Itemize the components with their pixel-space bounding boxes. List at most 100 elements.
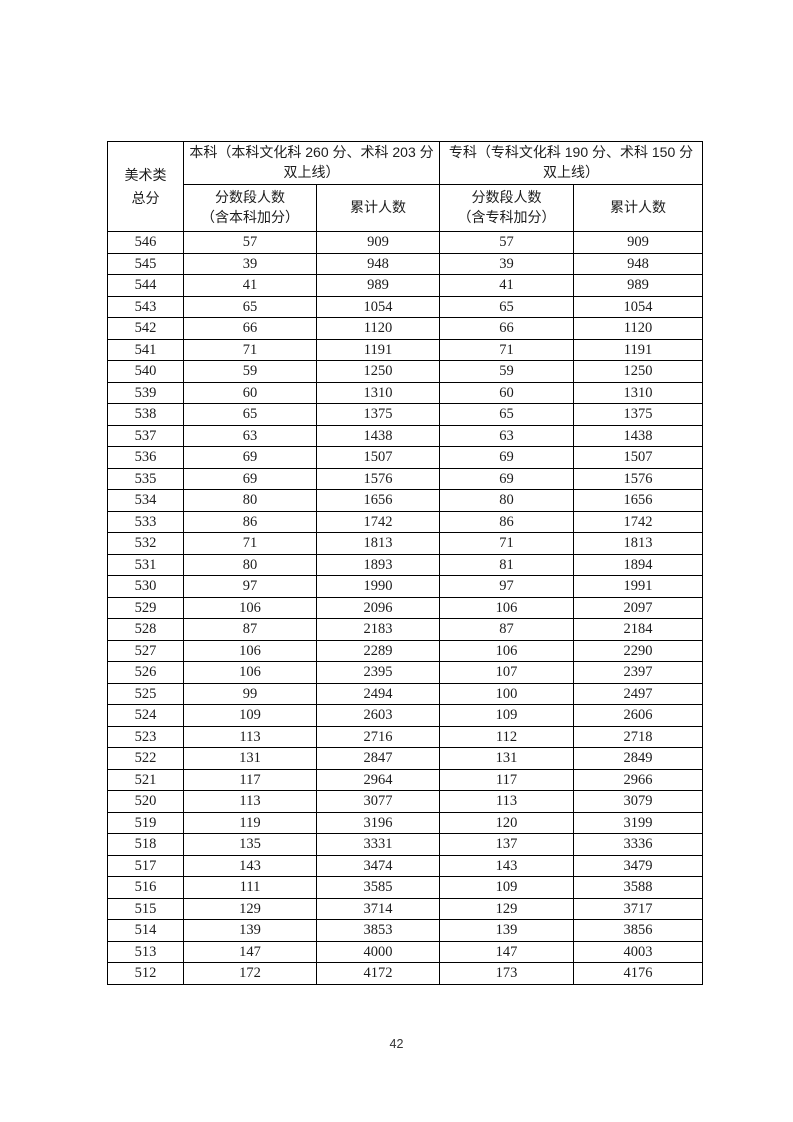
benke-cumulative-cell: 3196 <box>316 811 440 834</box>
benke-cumulative-cell: 2289 <box>316 639 440 662</box>
benke-cumulative-cell: 1813 <box>316 532 440 555</box>
benke-count-cell: 57 <box>183 231 317 254</box>
benke-count-cell: 106 <box>183 661 317 684</box>
benke-cumulative-cell: 4172 <box>316 962 440 985</box>
score-cell: 513 <box>107 940 184 963</box>
table-row: 522 131 2847 131 2849 <box>107 747 703 770</box>
benke-cumulative-cell: 1375 <box>316 403 440 426</box>
benke-count-cell: 119 <box>183 811 317 834</box>
table-row: 523 113 2716 112 2718 <box>107 725 703 748</box>
table-row: 531 80 1893 81 1894 <box>107 553 703 576</box>
score-cell: 533 <box>107 510 184 533</box>
benke-count-cell: 59 <box>183 360 317 383</box>
zhuanke-cumulative-cell: 3856 <box>573 919 703 942</box>
table-row: 524 109 2603 109 2606 <box>107 704 703 727</box>
score-cell: 544 <box>107 274 184 297</box>
zhuanke-cumulative-cell: 2184 <box>573 618 703 641</box>
benke-count-cell: 80 <box>183 489 317 512</box>
benke-cumulative-cell: 3585 <box>316 876 440 899</box>
table-row: 529 106 2096 106 2097 <box>107 596 703 619</box>
zhuanke-count-cell: 139 <box>439 919 574 942</box>
benke-count-cell: 135 <box>183 833 317 856</box>
table-row: 517 143 3474 143 3479 <box>107 854 703 877</box>
zhuanke-cumulative-cell: 3717 <box>573 897 703 920</box>
score-cell: 543 <box>107 295 184 318</box>
benke-cumulative-cell: 2494 <box>316 682 440 705</box>
benke-count-cell: 66 <box>183 317 317 340</box>
benke-count-cell: 131 <box>183 747 317 770</box>
score-cell: 528 <box>107 618 184 641</box>
table-row: 518 135 3331 137 3336 <box>107 833 703 856</box>
zhuanke-cumulative-cell: 2966 <box>573 768 703 791</box>
benke-cumulative-cell: 1120 <box>316 317 440 340</box>
table-row: 525 99 2494 100 2497 <box>107 682 703 705</box>
header-zhuanke-segment: 分数段人数 （含专科加分） <box>439 184 574 232</box>
benke-cumulative-cell: 948 <box>316 252 440 275</box>
zhuanke-count-cell: 60 <box>439 381 574 404</box>
header-score-category: 美术类 总分 <box>107 141 184 232</box>
score-cell: 521 <box>107 768 184 791</box>
score-cell: 530 <box>107 575 184 598</box>
zhuanke-count-cell: 80 <box>439 489 574 512</box>
benke-cumulative-cell: 2716 <box>316 725 440 748</box>
benke-count-cell: 99 <box>183 682 317 705</box>
zhuanke-cumulative-cell: 989 <box>573 274 703 297</box>
table-row: 520 113 3077 113 3079 <box>107 790 703 813</box>
score-cell: 539 <box>107 381 184 404</box>
table-row: 539 60 1310 60 1310 <box>107 381 703 404</box>
benke-cumulative-cell: 2395 <box>316 661 440 684</box>
score-cell: 537 <box>107 424 184 447</box>
benke-cumulative-cell: 2096 <box>316 596 440 619</box>
zhuanke-cumulative-cell: 2849 <box>573 747 703 770</box>
zhuanke-cumulative-cell: 1991 <box>573 575 703 598</box>
benke-cumulative-cell: 1438 <box>316 424 440 447</box>
zhuanke-count-cell: 39 <box>439 252 574 275</box>
zhuanke-cumulative-cell: 4176 <box>573 962 703 985</box>
benke-cumulative-cell: 1507 <box>316 446 440 469</box>
benke-count-cell: 117 <box>183 768 317 791</box>
zhuanke-count-cell: 71 <box>439 532 574 555</box>
zhuanke-cumulative-cell: 2290 <box>573 639 703 662</box>
page-number: 42 <box>389 1037 404 1051</box>
zhuanke-cumulative-cell: 2097 <box>573 596 703 619</box>
benke-count-cell: 65 <box>183 295 317 318</box>
benke-cumulative-cell: 1576 <box>316 467 440 490</box>
benke-count-cell: 65 <box>183 403 317 426</box>
benke-cumulative-cell: 1656 <box>316 489 440 512</box>
score-cell: 540 <box>107 360 184 383</box>
zhuanke-count-cell: 71 <box>439 338 574 361</box>
benke-cumulative-cell: 1893 <box>316 553 440 576</box>
zhuanke-cumulative-cell: 1310 <box>573 381 703 404</box>
zhuanke-cumulative-cell: 1438 <box>573 424 703 447</box>
score-cell: 522 <box>107 747 184 770</box>
zhuanke-count-cell: 131 <box>439 747 574 770</box>
zhuanke-count-cell: 143 <box>439 854 574 877</box>
table-row: 530 97 1990 97 1991 <box>107 575 703 598</box>
zhuanke-cumulative-cell: 3079 <box>573 790 703 813</box>
zhuanke-count-cell: 65 <box>439 295 574 318</box>
score-cell: 514 <box>107 919 184 942</box>
benke-count-cell: 71 <box>183 532 317 555</box>
benke-count-cell: 63 <box>183 424 317 447</box>
table-row: 513 147 4000 147 4003 <box>107 940 703 963</box>
benke-cumulative-cell: 1990 <box>316 575 440 598</box>
zhuanke-cumulative-cell: 4003 <box>573 940 703 963</box>
table-body: 546 57 909 57 909 545 39 948 39 948 544 41 989 41 989 5… <box>107 231 703 985</box>
zhuanke-cumulative-cell: 2606 <box>573 704 703 727</box>
zhuanke-count-cell: 69 <box>439 446 574 469</box>
benke-cumulative-cell: 1742 <box>316 510 440 533</box>
benke-count-cell: 106 <box>183 639 317 662</box>
table-row: 527 106 2289 106 2290 <box>107 639 703 662</box>
score-cell: 525 <box>107 682 184 705</box>
zhuanke-cumulative-cell: 1250 <box>573 360 703 383</box>
benke-cumulative-cell: 1054 <box>316 295 440 318</box>
zhuanke-cumulative-cell: 1375 <box>573 403 703 426</box>
table-row: 545 39 948 39 948 <box>107 252 703 275</box>
benke-count-cell: 69 <box>183 446 317 469</box>
zhuanke-count-cell: 117 <box>439 768 574 791</box>
benke-cumulative-cell: 2183 <box>316 618 440 641</box>
zhuanke-count-cell: 66 <box>439 317 574 340</box>
benke-count-cell: 109 <box>183 704 317 727</box>
zhuanke-count-cell: 120 <box>439 811 574 834</box>
zhuanke-cumulative-cell: 3199 <box>573 811 703 834</box>
